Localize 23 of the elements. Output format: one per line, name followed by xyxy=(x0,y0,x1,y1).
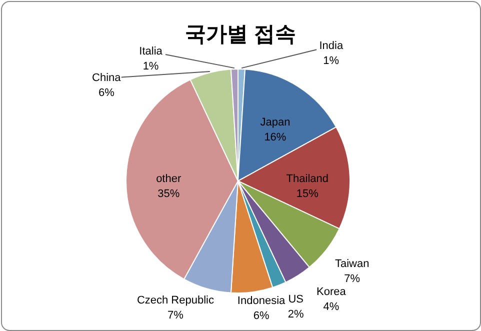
data-label: 6% xyxy=(98,87,115,100)
data-label: 4% xyxy=(323,301,340,314)
data-label: 35% xyxy=(158,188,180,200)
slice-label: US xyxy=(288,294,304,306)
slice-label: China xyxy=(92,72,122,84)
slice-label: Thailand xyxy=(286,172,329,185)
data-label: 7% xyxy=(344,272,360,285)
slice-label: Italia xyxy=(139,46,164,58)
slice-label: Japan xyxy=(260,116,290,128)
slice-label: Korea xyxy=(316,286,347,298)
data-label: 1% xyxy=(323,55,340,68)
slice-label: India xyxy=(319,40,344,52)
data-label: 1% xyxy=(142,60,159,73)
slice-label: Taiwan xyxy=(334,258,370,270)
data-label: 2% xyxy=(288,308,304,321)
slice-label: other xyxy=(156,172,182,185)
slice-label: Czech Republic xyxy=(136,294,214,307)
data-label: 6% xyxy=(253,310,270,322)
data-label: 7% xyxy=(168,310,184,322)
chart-title: 국가별 접속 xyxy=(185,23,296,46)
slice-label: Indonesia xyxy=(237,294,286,307)
data-label: 16% xyxy=(264,131,286,144)
data-label: 15% xyxy=(296,188,319,200)
